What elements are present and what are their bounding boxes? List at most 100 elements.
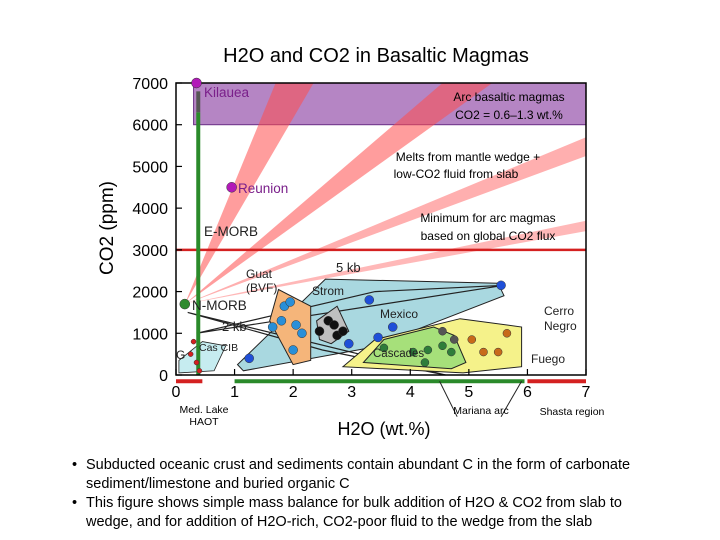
- melts-label-2: low-CO2 fluid from slab: [394, 167, 519, 181]
- point-mexico: [364, 295, 375, 305]
- point-guatemala: [276, 316, 287, 326]
- y-tick-label: 1000: [132, 326, 168, 343]
- bullet-mark: •: [72, 457, 78, 473]
- reference-lines: [176, 91, 586, 417]
- x-tick-label: 7: [582, 384, 591, 401]
- point-cascades: [408, 347, 418, 357]
- point-nmorb: [179, 298, 191, 310]
- x-axis-label: H2O (wt.%): [337, 419, 430, 439]
- minimum-label-1: Minimum for arc magmas: [420, 211, 555, 225]
- point-cas-cib: [193, 359, 200, 366]
- bullet-2-line-1: This figure shows simple mass balance fo…: [86, 495, 622, 511]
- arc-box-label-1: Arc basaltic magmas: [453, 90, 564, 104]
- point-fuego: [502, 329, 512, 338]
- label-emorb: E-MORB: [204, 224, 258, 239]
- x-tick-label: 2: [289, 384, 298, 401]
- arc-magmas-band: [193, 82, 587, 126]
- label-med-lake-1: Med. Lake: [179, 404, 228, 416]
- label-5kb: 5 kb: [336, 260, 361, 275]
- point-guatemala: [291, 320, 301, 330]
- y-tick-label: 5000: [132, 159, 168, 176]
- label-guat-1: Guat: [246, 267, 273, 281]
- fan-minimum: [184, 220, 587, 305]
- point-stromboli: [338, 326, 348, 336]
- h2o-co2-chart: H2O and CO2 in Basaltic Magmas 0 1 2 3 4 5 6 70…: [97, 45, 605, 439]
- data-points: [179, 77, 512, 374]
- plot-frame: [175, 82, 587, 376]
- label-fuego: Fuego: [531, 352, 565, 366]
- x-tick-label: 5: [464, 384, 473, 401]
- point-mexico: [344, 338, 354, 349]
- point-cas-cib: [187, 351, 194, 357]
- point-cas-cib: [196, 368, 203, 374]
- y-tick-label: 6000: [132, 118, 168, 135]
- shasta-pointer: [500, 381, 523, 417]
- chart-title: H2O and CO2 in Basaltic Magmas: [223, 45, 529, 67]
- y-tick-label: 0: [159, 368, 168, 385]
- y-tick-label: 4000: [132, 201, 168, 218]
- point-mexico: [496, 280, 506, 291]
- label-g: G: [176, 348, 185, 362]
- bullet-2-line-2: wedge, and for addition of H2O-rich, CO2…: [86, 514, 593, 530]
- bullet-item: • This figure shows simple mass balance …: [72, 494, 712, 532]
- y-tick-label: 2000: [132, 285, 168, 302]
- point-mexico: [244, 353, 254, 364]
- x-tick-label: 0: [172, 384, 181, 401]
- point-guatemala: [288, 345, 298, 355]
- point-cascades: [447, 347, 456, 357]
- label-cas-cib: Cas CIB: [199, 342, 238, 354]
- bullet-item: • Subducted oceanic crust and sediments …: [72, 456, 712, 494]
- bullet-list: • Subducted oceanic crust and sediments …: [72, 456, 712, 532]
- x-tick-label: 3: [347, 384, 356, 401]
- fan-arc: [184, 83, 493, 305]
- point-fuego: [467, 335, 477, 344]
- bullet-1-line-2: sediment/limestone and buried organic C: [86, 476, 350, 492]
- bullet-mark: •: [72, 495, 78, 511]
- label-2kb: 2 kb: [222, 319, 247, 334]
- point-stromboli: [314, 326, 325, 336]
- point-cascades: [438, 341, 447, 351]
- composition-fields: [178, 278, 523, 376]
- x-tick-label: 1: [230, 384, 239, 401]
- label-kilauea: Kilauea: [204, 85, 250, 100]
- x-tick-label: 6: [523, 384, 532, 401]
- point-cerro-negro: [438, 326, 447, 336]
- point-mexico: [387, 322, 398, 332]
- point-cascades: [423, 345, 433, 355]
- point-cascades: [420, 358, 430, 367]
- label-med-lake-2: HAOT: [189, 416, 219, 428]
- point-cas-cib: [190, 338, 197, 345]
- y-tick-label: 7000: [132, 76, 168, 93]
- bullet-1-line-1: Subducted oceanic crust and sediments co…: [86, 457, 631, 473]
- point-cascades: [379, 343, 389, 353]
- melts-label-1: Melts from mantle wedge +: [396, 150, 540, 164]
- x-tick-label: 4: [406, 384, 415, 401]
- point-stromboli: [329, 320, 339, 330]
- label-cerro-2: Negro: [544, 319, 577, 333]
- fan-melts: [184, 137, 587, 305]
- label-cerro-1: Cerro: [544, 304, 574, 318]
- point-reunion: [226, 182, 237, 193]
- label-nmorb: N-MORB: [192, 298, 247, 313]
- label-guat-2: (BVF): [246, 281, 277, 295]
- minimum-label-2: based on global CO2 flux: [421, 229, 556, 243]
- point-fuego: [479, 347, 488, 357]
- point-guatemala: [267, 322, 278, 332]
- label-mexico: Mexico: [380, 307, 418, 321]
- arc-box-label-2: CO2 = 0.6–1.3 wt.%: [455, 108, 563, 122]
- y-tick-label: 3000: [132, 243, 168, 260]
- point-kilauea: [191, 77, 202, 89]
- point-guatemala: [297, 328, 307, 339]
- label-strom: Strom: [312, 284, 344, 298]
- point-guatemala: [285, 297, 295, 307]
- label-shasta: Shasta region: [540, 406, 605, 418]
- label-mariana: Mariana arc: [453, 405, 508, 417]
- point-mexico: [373, 332, 383, 343]
- axes: 0 1 2 3 4 5 6 7 0 1000 2000 3000 4000 5000 6000 7000: [132, 76, 590, 401]
- label-cascades: Cascades: [373, 348, 424, 360]
- point-cerro-negro: [449, 335, 459, 344]
- mariana-pointer: [439, 381, 458, 417]
- field-guatemala: [269, 288, 312, 366]
- point-fuego: [493, 347, 503, 357]
- y-axis-label: CO2 (ppm): [97, 181, 118, 275]
